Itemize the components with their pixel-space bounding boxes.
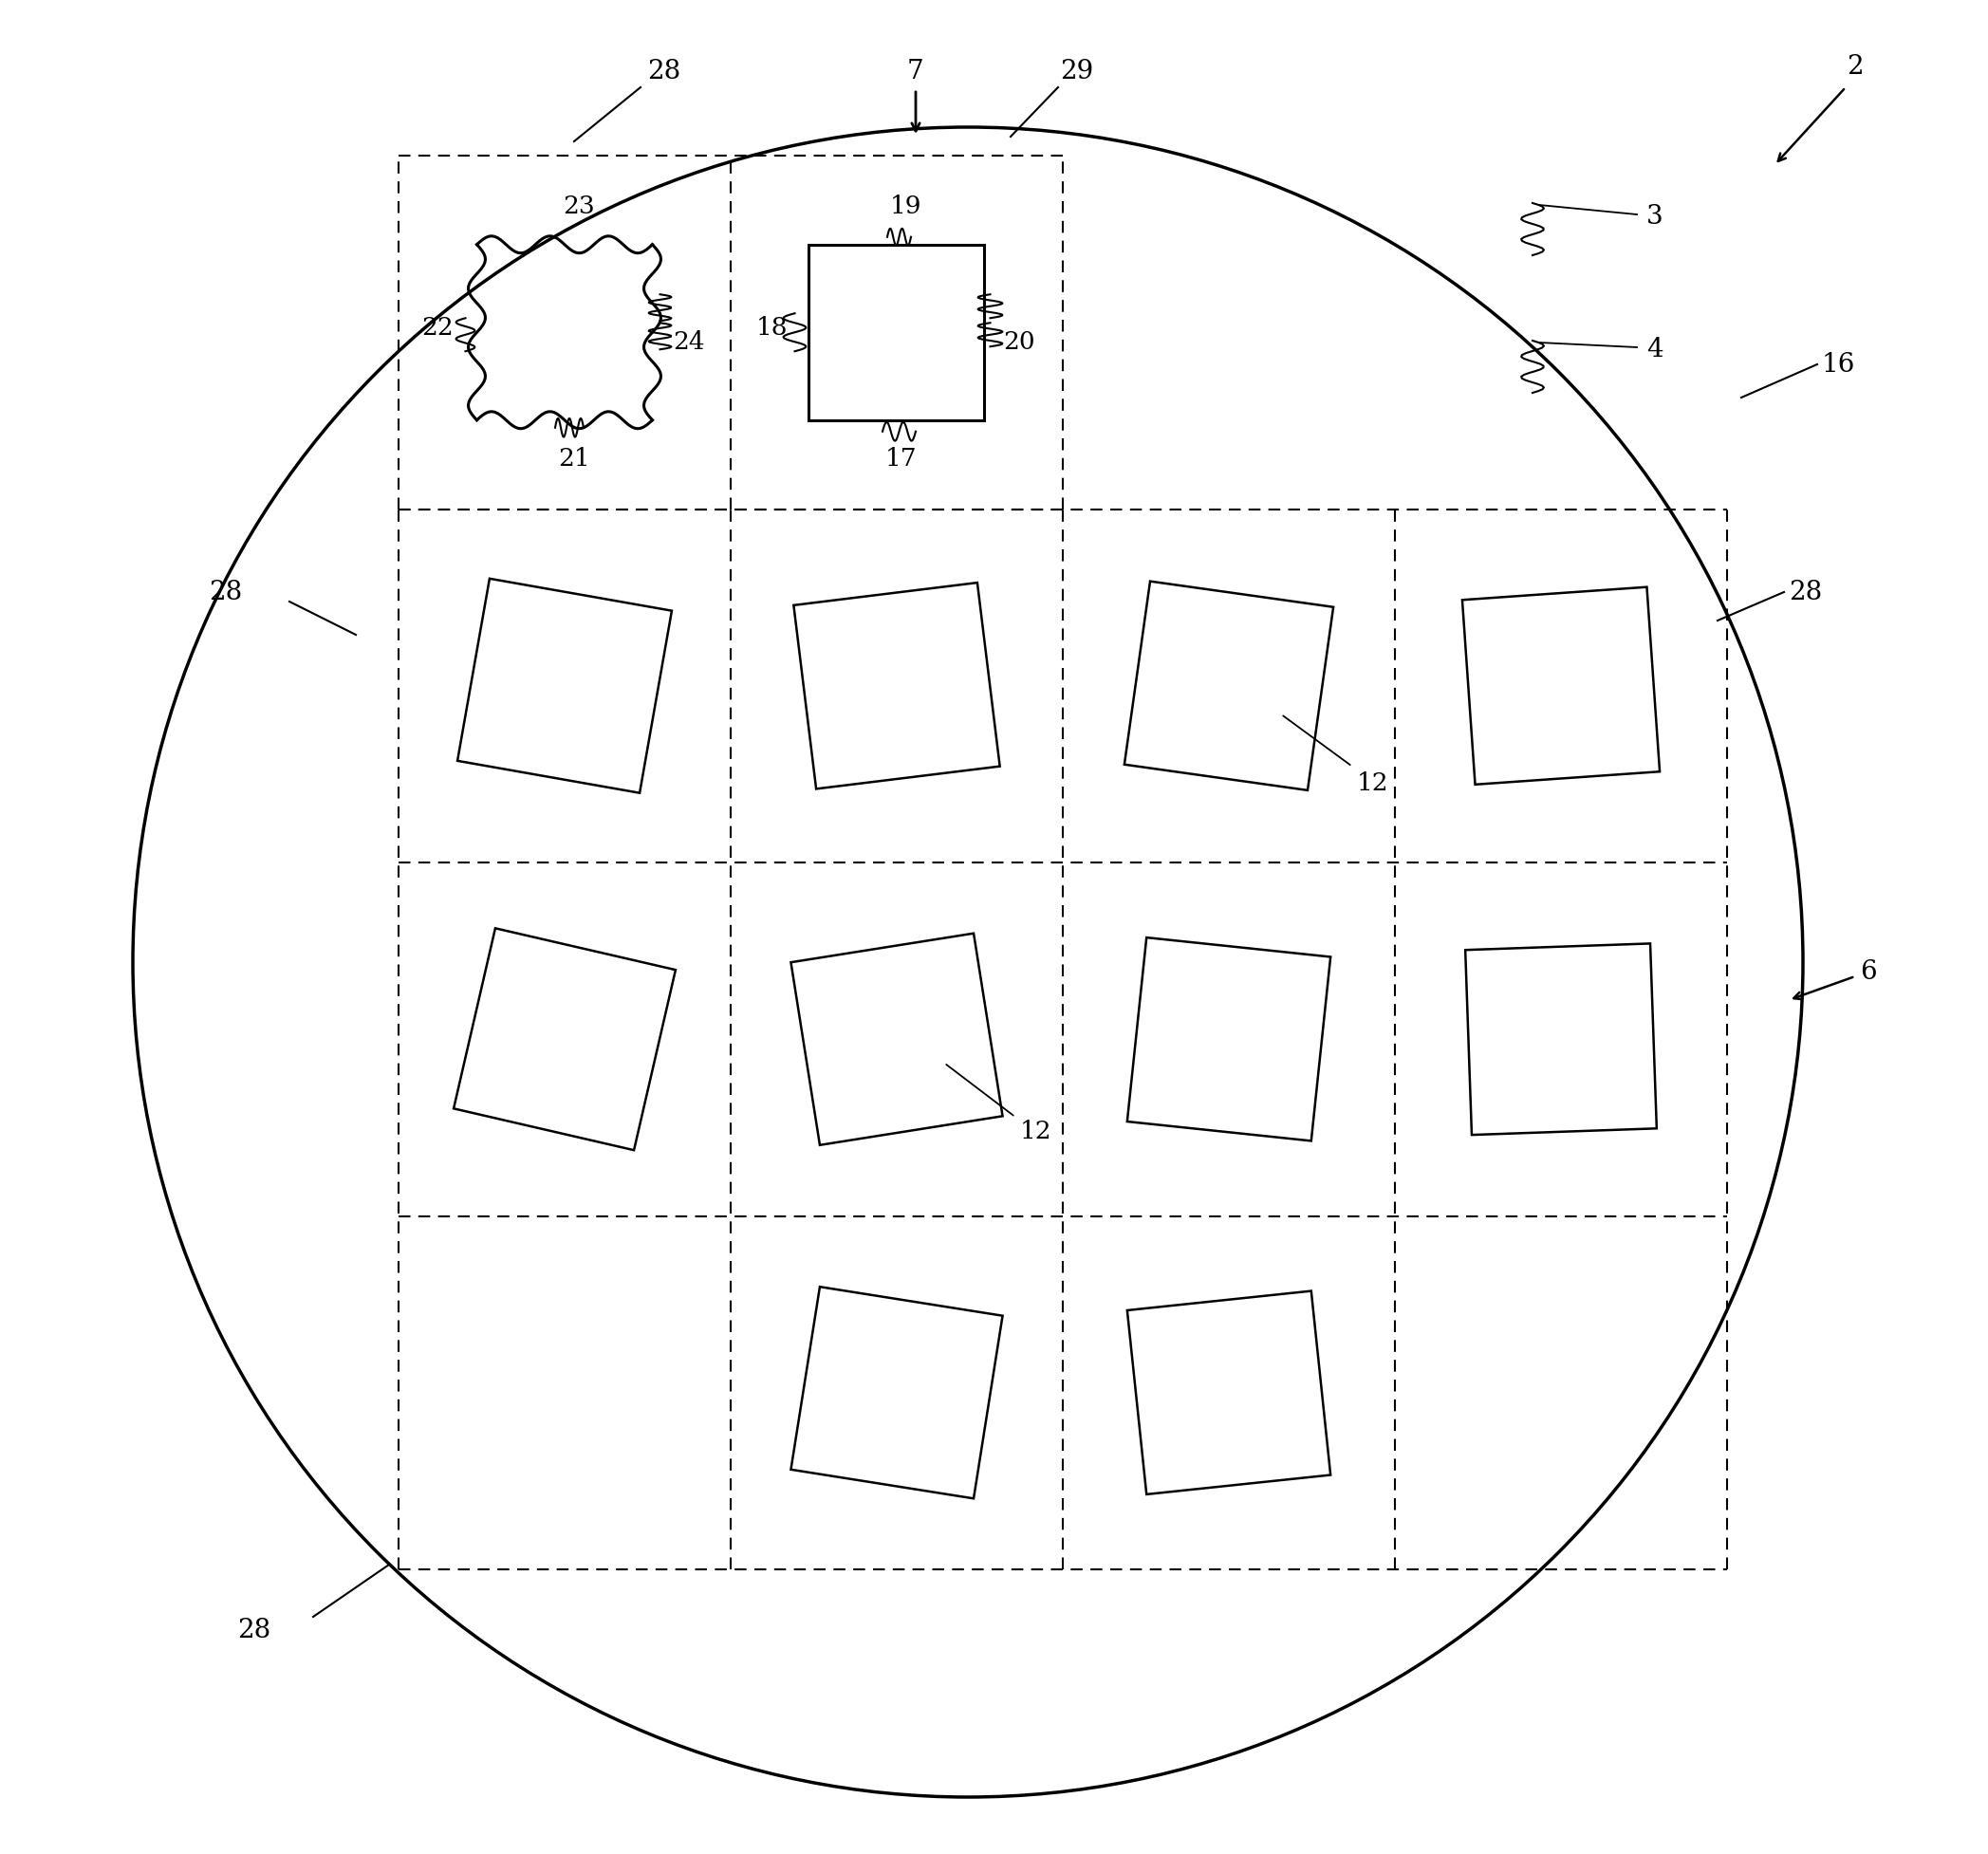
Polygon shape	[1127, 938, 1330, 1140]
Text: 12: 12	[1358, 771, 1390, 795]
Text: 20: 20	[1004, 330, 1036, 354]
Text: 7: 7	[907, 59, 924, 85]
Text: 22: 22	[421, 315, 453, 339]
Polygon shape	[453, 929, 676, 1149]
Polygon shape	[1463, 588, 1660, 784]
Text: 19: 19	[891, 195, 922, 219]
Text: 28: 28	[237, 1619, 270, 1644]
Polygon shape	[1127, 1290, 1330, 1494]
Polygon shape	[1125, 582, 1334, 790]
Text: 24: 24	[674, 330, 706, 354]
Text: 17: 17	[885, 447, 916, 471]
Text: 21: 21	[559, 447, 590, 471]
Bar	[809, 245, 984, 421]
Polygon shape	[791, 1287, 1002, 1498]
Polygon shape	[457, 578, 672, 794]
Polygon shape	[1465, 944, 1656, 1135]
Text: 28: 28	[209, 578, 243, 604]
Text: 2: 2	[1847, 54, 1863, 80]
Text: 23: 23	[563, 195, 594, 219]
Text: 3: 3	[1646, 204, 1664, 230]
Text: 18: 18	[755, 315, 787, 339]
Text: 4: 4	[1646, 337, 1664, 363]
Text: 6: 6	[1861, 959, 1877, 984]
Text: 29: 29	[1060, 59, 1093, 85]
Text: 28: 28	[648, 59, 682, 85]
Polygon shape	[793, 582, 1000, 788]
Text: 28: 28	[1789, 578, 1823, 604]
Text: 16: 16	[1821, 352, 1855, 376]
Text: 12: 12	[1020, 1120, 1052, 1144]
Polygon shape	[791, 933, 1002, 1146]
